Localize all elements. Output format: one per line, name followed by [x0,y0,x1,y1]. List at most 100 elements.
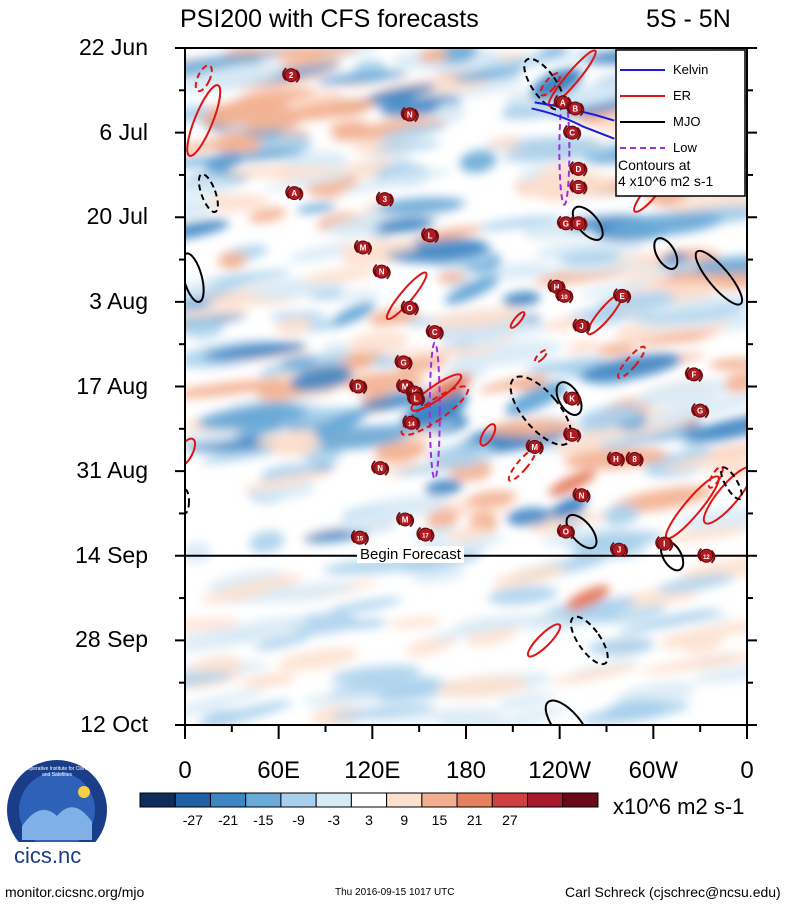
colorbar-cell [350,792,388,808]
anomaly-blob [608,212,723,238]
anomaly-blob [436,675,529,699]
storm-marker: 15 [350,529,369,546]
anomaly-blob [201,574,303,605]
anomaly-blob [502,291,541,307]
anomaly-blob [488,135,522,149]
anomaly-blob [248,282,349,300]
anomaly-core [550,496,588,519]
anomaly-blob [491,262,554,280]
mjo-contour [509,375,573,446]
er-contour [702,465,747,525]
storm-disc [287,186,302,201]
anomaly-blob [405,635,458,656]
storm-swirl [563,390,582,407]
storm-id: C [432,328,438,337]
storm-swirl [400,300,419,316]
x-tick-label: 0 [178,757,192,784]
storm-disc [627,452,642,467]
storm-swirl [372,263,391,280]
mjo-contour [185,488,190,515]
anomaly-blob [579,353,682,383]
x-tick-label: 180 [445,757,487,784]
storm-id: E [619,292,625,301]
storm-disc [373,461,388,476]
er-contour [707,465,724,489]
storm-disc [427,325,442,340]
x-tick-label: 60E [257,757,301,784]
storm-swirl [371,460,390,476]
anomaly-blob [328,597,402,614]
storm-id: 2 [289,71,294,80]
storm-marker: L [407,390,426,407]
storm-swirl [353,239,372,256]
storm-marker: 12 [697,548,716,564]
storm-id: B [572,104,578,113]
storm-disc [611,542,626,557]
anomaly-blob [487,585,558,605]
anomaly-blob [374,439,427,464]
anomaly-blob [395,457,494,476]
colorbar-cell [386,792,423,808]
colorbar-cell [562,792,599,808]
anomaly-blob [185,320,224,339]
storm-disc [374,264,389,279]
storm-marker: E [569,179,588,195]
colorbar-cell [245,792,282,808]
anomaly-blob [453,67,524,82]
storm-marker: 14 [402,415,421,431]
storm-disc [686,367,701,382]
colorbar-label: -9 [292,812,305,828]
anomaly-blob [233,423,294,437]
storm-disc [557,288,572,303]
anomaly-blob [459,150,497,173]
anomaly-blob [558,250,622,265]
storm-swirl [350,529,369,546]
anomaly-blob [466,490,518,507]
storm-swirl [349,378,368,395]
storm-id: I [663,540,665,549]
storm-id: M [402,383,409,392]
anomaly-blob [185,379,287,399]
mjo-contour [544,699,591,725]
anomaly-blob [426,443,493,461]
wave-contours [185,49,747,725]
anomaly-blob [249,530,285,553]
er-contour [186,84,222,157]
storm-marker: 3 [375,191,394,207]
storm-marker: E [613,288,632,304]
mjo-contour [719,466,743,501]
storm-swirl [625,451,644,467]
y-tick-label: 20 Jul [86,203,148,230]
storm-id: J [617,546,621,555]
colorbar-cell [315,792,352,808]
storm-id: 10 [561,295,568,301]
er-contour [194,64,213,93]
storm-marker: B [566,100,585,117]
storm-markers: 2NA3LMNOCGDMKL14NM1517ABCDEGFH10EJKLMH8N… [282,67,716,564]
storm-id: 17 [422,534,429,540]
anomaly-blob [362,514,397,524]
storm-marker: 10 [555,288,574,304]
storm-swirl [394,354,413,371]
anomaly-blob [329,703,436,720]
storm-id: N [377,464,383,473]
storm-id: M [360,243,367,252]
storm-swirl [282,67,301,83]
colorbar-label: 9 [400,812,409,828]
storm-id: G [563,219,569,228]
storm-swirl [556,523,575,540]
anomaly-blob [436,271,467,283]
anomaly-blob [643,312,747,329]
storm-marker: M [353,239,372,256]
low-contour [428,341,441,480]
anomaly-blob [254,633,312,651]
anomaly-blob [185,430,248,445]
storm-disc [377,192,392,207]
storm-marker: G [691,402,710,419]
logo-ring-text: Cooperative Institute for Climate and Sa… [21,766,93,778]
logo-text: cics.nc [14,843,82,868]
y-tick-label: 22 Jun [78,34,148,60]
storm-marker: 2 [282,67,301,83]
legend-label: ER [673,88,692,103]
